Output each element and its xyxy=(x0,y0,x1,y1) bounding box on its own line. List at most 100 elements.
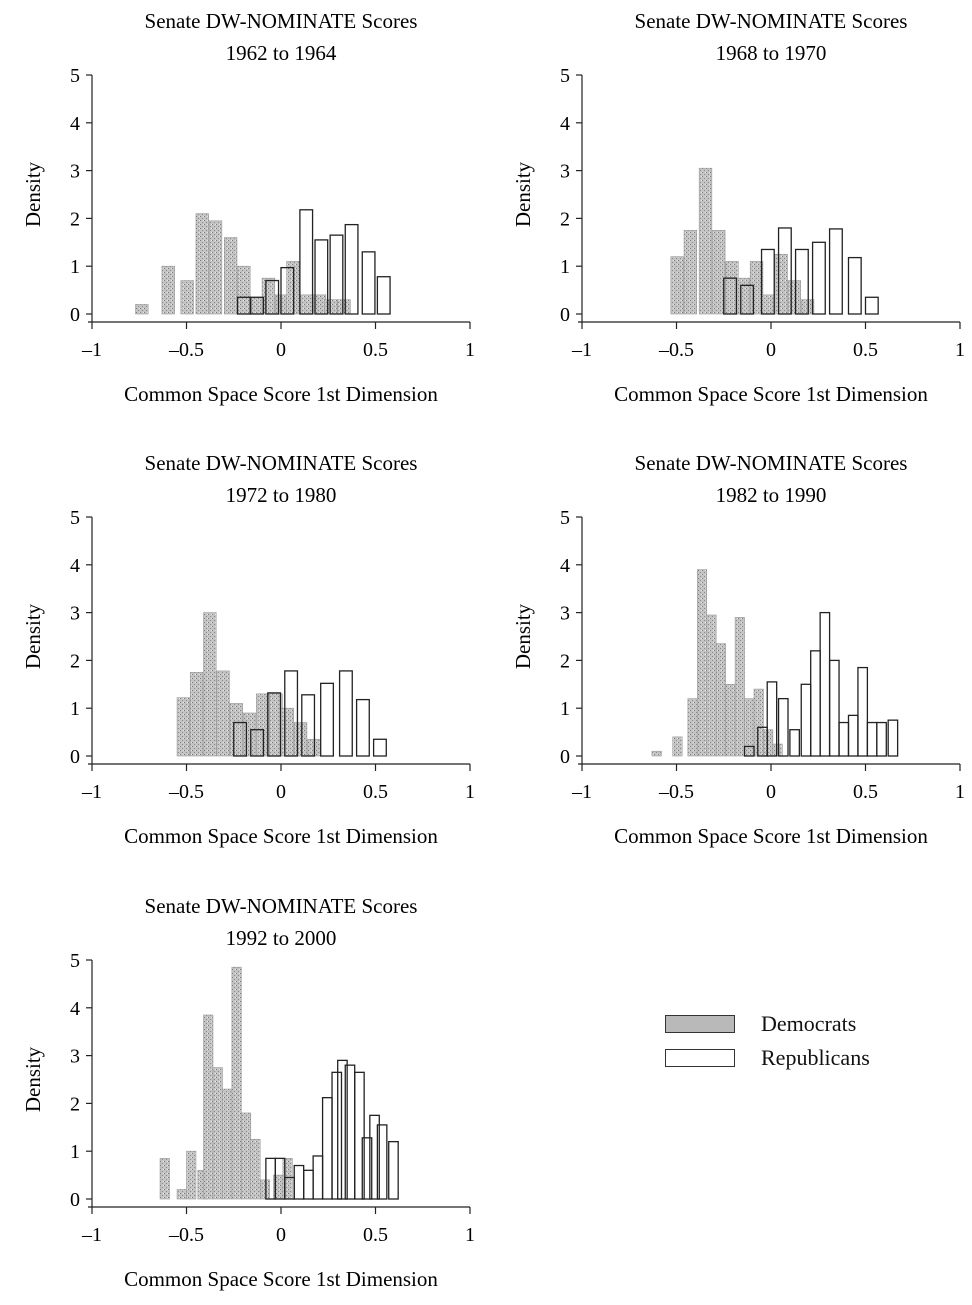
y-tick-label: 4 xyxy=(560,555,570,577)
democrats-bar xyxy=(222,1088,233,1200)
democrats-bar xyxy=(715,643,726,757)
republicans-bar xyxy=(866,721,878,757)
y-tick-label: 2 xyxy=(560,650,570,672)
chart-title: Senate DW-NOMINATE Scores xyxy=(635,9,908,33)
y-axis-label: Density xyxy=(21,603,45,669)
democrats-bar xyxy=(672,736,683,757)
democrats-bar xyxy=(241,1112,252,1200)
x-tick-label: –1 xyxy=(81,1224,102,1246)
x-tick-label: 0 xyxy=(276,1224,286,1246)
democrats-bar xyxy=(224,237,238,315)
x-tick-label: 1 xyxy=(465,781,475,803)
democrats-bar xyxy=(696,569,708,757)
x-tick-label: –0.5 xyxy=(168,1224,204,1246)
republicans-bar xyxy=(810,650,821,757)
y-tick-label: 1 xyxy=(70,256,80,278)
chart-title: Senate DW-NOMINATE Scores xyxy=(145,894,418,918)
republicans-bar xyxy=(887,719,899,757)
y-tick-label: 2 xyxy=(70,1093,80,1115)
chart-title: Senate DW-NOMINATE Scores xyxy=(145,451,418,475)
republicans-bar xyxy=(828,659,840,757)
republicans-bar xyxy=(320,682,335,757)
y-tick-label: 2 xyxy=(70,650,80,672)
republicans-swatch xyxy=(665,1049,735,1067)
republicans-bar xyxy=(321,1097,333,1200)
republicans-bar xyxy=(337,1059,348,1200)
y-axis-label: Density xyxy=(21,1046,45,1112)
republicans-bar xyxy=(740,284,755,315)
republicans-bar xyxy=(312,1155,324,1200)
y-tick-label: 4 xyxy=(560,113,570,135)
republicans-bar xyxy=(338,670,353,757)
chart-svg: Senate DW-NOMINATE Scores 1992 to 2000 0 1 2… xyxy=(21,894,475,1291)
republicans-bar xyxy=(301,694,316,757)
chart-subtitle: 1968 to 1970 xyxy=(716,41,827,65)
chart-1992-2000: Senate DW-NOMINATE Scores 1992 to 2000 0 1 2… xyxy=(0,885,480,1305)
democrats-bar xyxy=(203,1014,214,1200)
republicans-bar xyxy=(743,745,755,757)
x-tick-label: –0.5 xyxy=(658,339,694,361)
democrats-bar xyxy=(195,213,209,315)
democrats-bar xyxy=(670,256,684,315)
x-tick-label: 0 xyxy=(766,781,776,803)
x-tick-label: 1 xyxy=(955,781,965,803)
republicans-bar xyxy=(811,241,826,315)
republicans-bar xyxy=(284,1176,295,1200)
republicans-bar xyxy=(777,227,792,315)
republicans-bar xyxy=(354,1071,365,1200)
democrats-bar xyxy=(734,617,745,757)
x-axis-label: Common Space Score 1st Dimension xyxy=(614,824,928,848)
republicans-bar xyxy=(344,223,359,315)
democrats-bar xyxy=(216,670,230,757)
x-tick-label: –0.5 xyxy=(658,781,694,803)
republicans-bar xyxy=(376,1124,388,1200)
republicans-bar xyxy=(388,1140,399,1200)
republicans-bar xyxy=(369,1114,380,1200)
democrats-bar xyxy=(180,280,194,315)
republicans-bar xyxy=(847,256,862,315)
democrats-bar xyxy=(712,230,726,315)
y-tick-label: 5 xyxy=(70,507,80,529)
chart-1968-1970: Senate DW-NOMINATE Scores 1968 to 1970 0 1 2… xyxy=(490,0,970,420)
chart-1962-1964: Senate DW-NOMINATE Scores 1962 to 1964 0 1 2… xyxy=(0,0,480,420)
chart-1982-1990: Senate DW-NOMINATE Scores 1982 to 1990 0 1 2… xyxy=(490,442,970,862)
republicans-bar xyxy=(376,276,391,315)
democrats-swatch xyxy=(665,1015,735,1033)
y-tick-label: 5 xyxy=(560,65,570,87)
x-tick-label: 0.5 xyxy=(853,781,878,803)
chart-title: Senate DW-NOMINATE Scores xyxy=(145,9,418,33)
y-tick-label: 4 xyxy=(70,555,80,577)
republicans-bar xyxy=(372,738,387,757)
x-axis-label: Common Space Score 1st Dimension xyxy=(124,824,438,848)
republicans-bar xyxy=(250,729,265,757)
y-tick-label: 0 xyxy=(70,746,80,768)
y-tick-label: 0 xyxy=(560,304,570,326)
democrats-bar xyxy=(176,697,191,757)
y-tick-label: 2 xyxy=(560,208,570,230)
y-tick-label: 2 xyxy=(70,208,80,230)
x-tick-label: –0.5 xyxy=(168,781,204,803)
republicans-bar xyxy=(280,266,295,315)
republicans-bar xyxy=(847,714,859,757)
x-tick-label: 0.5 xyxy=(363,781,388,803)
x-tick-label: –1 xyxy=(571,781,592,803)
democrats-bar xyxy=(161,265,175,315)
republicans-bar xyxy=(857,666,869,757)
democrats-bar xyxy=(698,167,713,315)
chart-title: Senate DW-NOMINATE Scores xyxy=(635,451,908,475)
chart-1972-1980: Senate DW-NOMINATE Scores 1972 to 1980 0 1 2… xyxy=(0,442,480,862)
democrats-bar xyxy=(208,220,223,315)
y-tick-label: 3 xyxy=(70,1046,80,1068)
republicans-bar xyxy=(344,1064,356,1200)
chart-svg: Senate DW-NOMINATE Scores 1968 to 1970 0 1 2… xyxy=(511,9,965,406)
republicans-bar xyxy=(355,698,370,757)
republicans-bar xyxy=(777,697,789,757)
x-axis-label: Common Space Score 1st Dimension xyxy=(124,382,438,406)
legend-item-democrats: Democrats xyxy=(665,1012,925,1038)
democrats-bar xyxy=(159,1158,170,1200)
chart-svg: Senate DW-NOMINATE Scores 1972 to 1980 0 1 2… xyxy=(21,451,475,848)
republicans-bar xyxy=(766,681,778,757)
democrats-bar xyxy=(683,230,698,315)
x-tick-label: 0 xyxy=(766,339,776,361)
republicans-bar xyxy=(361,251,376,315)
